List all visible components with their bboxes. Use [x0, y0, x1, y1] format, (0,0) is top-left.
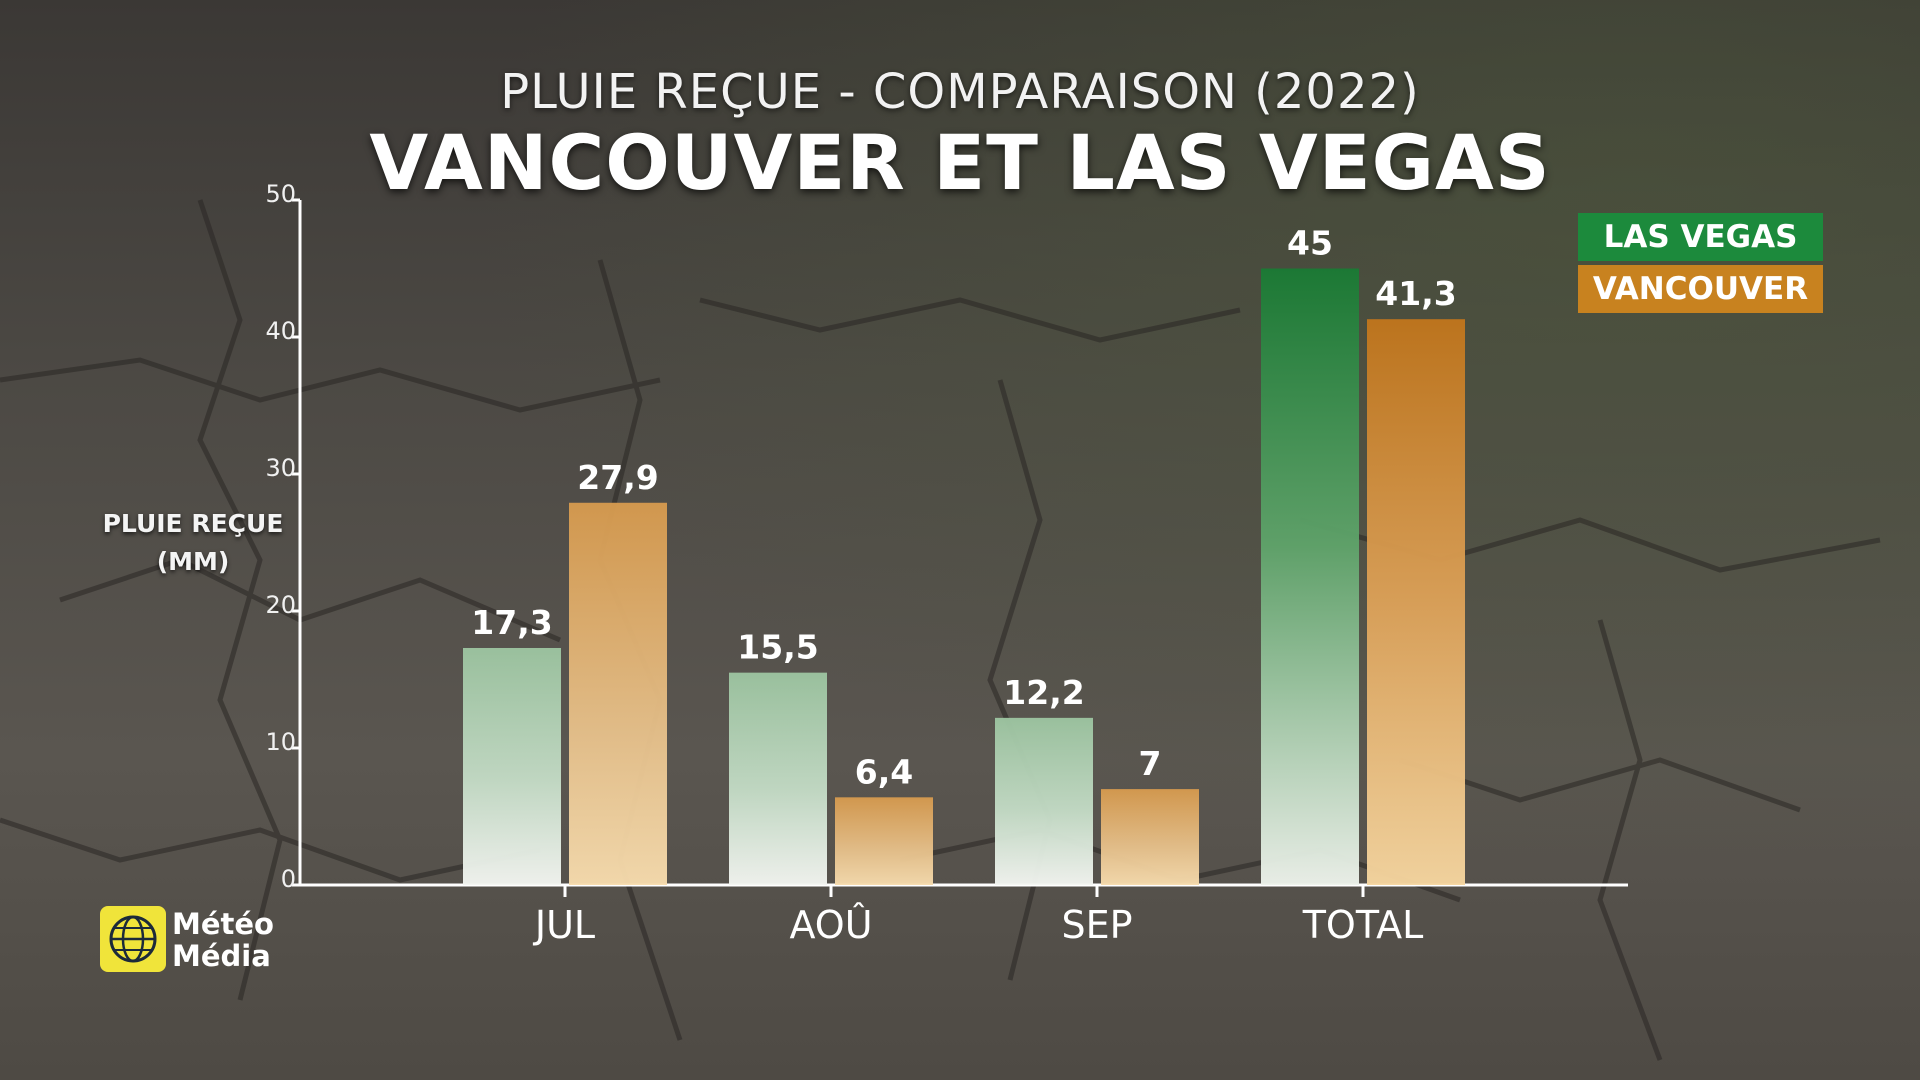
logo-text: Météo Média — [172, 908, 274, 972]
logo-line1: Météo — [172, 907, 274, 941]
value-label-las-vegas: 12,2 — [1003, 673, 1084, 712]
y-axis-label-line2: (MM) — [156, 547, 230, 576]
x-category-label: SEP — [1061, 903, 1132, 947]
value-label-vancouver: 6,4 — [855, 752, 913, 791]
value-label-vancouver: 27,9 — [577, 458, 658, 497]
y-tick-label: 40 — [265, 317, 296, 345]
bar-las-vegas — [463, 647, 561, 885]
bar-vancouver — [835, 797, 933, 885]
bar-las-vegas — [1261, 268, 1359, 885]
bar-las-vegas — [995, 717, 1093, 885]
y-tick-label: 30 — [265, 454, 296, 482]
y-tick-label: 0 — [281, 865, 296, 893]
bar-vancouver — [569, 502, 667, 885]
y-axis-label: PLUIE REÇUE (MM) — [88, 505, 298, 581]
bar-vancouver — [1367, 319, 1465, 885]
value-label-las-vegas: 17,3 — [471, 603, 552, 642]
bar-vancouver — [1101, 789, 1199, 885]
value-label-vancouver: 7 — [1139, 744, 1162, 783]
bar-las-vegas — [729, 672, 827, 885]
x-category-label: AOÛ — [789, 903, 872, 947]
y-tick-label: 10 — [265, 728, 296, 756]
bars-group — [463, 268, 1465, 885]
chart-title: VANCOUVER ET LAS VEGAS — [369, 118, 1551, 207]
logo-line2: Média — [172, 939, 271, 973]
y-axis-label-line1: PLUIE REÇUE — [102, 509, 284, 538]
globe-icon — [100, 906, 166, 972]
y-tick-label: 20 — [265, 591, 296, 619]
value-label-las-vegas: 15,5 — [737, 628, 818, 667]
legend-vancouver: VANCOUVER — [1578, 265, 1823, 313]
value-labels-group: 17,3 27,9 15,5 6,4 12,2 7 45 41,3 — [471, 224, 1456, 792]
chart-subtitle: PLUIE REÇUE - COMPARAISON (2022) — [500, 64, 1420, 120]
y-tick-label: 50 — [265, 180, 296, 208]
x-category-label: JUL — [533, 903, 595, 947]
value-label-las-vegas: 45 — [1287, 224, 1333, 263]
legend-las-vegas: LAS VEGAS — [1578, 213, 1823, 261]
value-label-vancouver: 41,3 — [1375, 274, 1456, 313]
x-category-label: TOTAL — [1302, 903, 1424, 947]
